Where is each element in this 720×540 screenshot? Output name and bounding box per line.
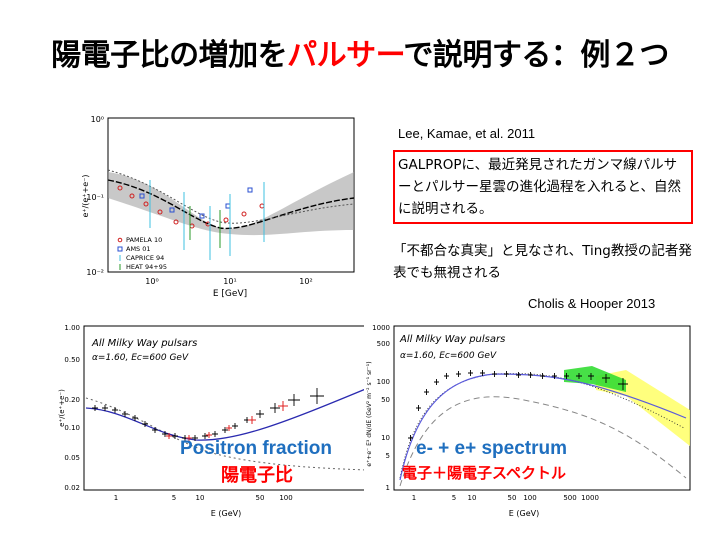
overlay-spectrum-ja: 電子＋陽電子スペクトル xyxy=(402,465,566,482)
cholis-pf-xtick-3: 10 xyxy=(196,494,205,502)
cholis-pf-plot: 1.00 0.50 0.20 0.10 0.05 0.02 1 5 10 50 … xyxy=(58,324,371,518)
spectrum-xlabel: E (GeV) xyxy=(509,509,539,518)
cholis-pf-ytick-5: 0.05 xyxy=(64,454,80,462)
spectrum-data xyxy=(408,370,628,441)
spectrum-ytick-4: 50 xyxy=(381,396,390,404)
cholis-pf-data xyxy=(92,388,324,441)
lee-ylabel: e⁺/(e⁺+e⁻) xyxy=(81,174,90,217)
title-text-1: 陽電子比の増加を xyxy=(51,38,288,73)
lee-legend-1: PAMELA 10 xyxy=(126,236,162,244)
spectrum-secondary-curve xyxy=(399,396,687,487)
cholis-pf-xtick-5: 100 xyxy=(279,494,292,502)
slide-title: 陽電子比の増加をパルサーで説明する：例２つ xyxy=(0,30,720,74)
overlay-spectrum: e- + e+ spectrum xyxy=(416,438,568,459)
cholis-pf-panel-label: All Milky Way pulsars xyxy=(91,338,197,349)
spectrum-xtick-4: 50 xyxy=(508,494,517,502)
overlay-positron-fraction-ja: 陽電子比 xyxy=(221,465,293,485)
cholis-pf-xtick-4: 50 xyxy=(256,494,265,502)
note-text: 「不都合な真実」と見なされ、Ting教授の記者発表でも無視される xyxy=(393,243,692,281)
cholis-pf-xtick-1: 1 xyxy=(114,494,118,502)
lee-xtick-1: 10⁰ xyxy=(145,277,158,286)
cholis-pf-ylabel: e⁺/(e⁺+e⁻) xyxy=(58,389,66,427)
cholis-pf-ams-data xyxy=(166,401,288,441)
cholis-spectrum-frame xyxy=(393,325,691,491)
lee-legend-2: AMS 01 xyxy=(126,245,151,253)
spectrum-xtick-5: 100 xyxy=(523,494,536,502)
callout-text: GALPROPに、最近発見されたガンマ線パルサーとパルサー星雲の進化過程を入れる… xyxy=(398,157,681,217)
spectrum-ytick-6: 5 xyxy=(386,452,390,460)
spectrum-ytick-2: 500 xyxy=(377,340,390,348)
cholis-spectrum-plot: 1000 500 100 50 10 5 1 1 5 10 50 100 500… xyxy=(366,324,691,518)
lee-legend: PAMELA 10 AMS 01 CAPRICE 94 HEAT 94+95 xyxy=(117,236,167,271)
title-accent-pulsar: パルサー xyxy=(287,38,404,73)
lee-ytick-1: 10⁰ xyxy=(91,115,104,124)
lee-xtick-2: 10¹ xyxy=(223,277,236,286)
spectrum-ytick-7: 1 xyxy=(386,484,390,492)
cholis-pf-ytick-2: 0.50 xyxy=(64,356,80,364)
lee-ytick-2: 10⁻¹ xyxy=(86,193,104,202)
title-text-2: で説明する：例２つ xyxy=(403,38,669,73)
spectrum-params: α=1.60, Ec=600 GeV xyxy=(400,351,497,361)
cholis-pf-ytick-6: 0.02 xyxy=(64,484,80,492)
reference-lee: Lee, Kamae, et al. 2011 xyxy=(398,126,536,141)
figure-positron-fraction-lee: 10⁰ 10⁻¹ 10⁻² 10⁰ 10¹ 10² E [GeV] e⁺/(e⁺… xyxy=(80,110,362,300)
callout-box: GALPROPに、最近発見されたガンマ線パルサーとパルサー星雲の進化過程を入れる… xyxy=(393,150,693,224)
cholis-pf-xlabel: E (GeV) xyxy=(211,509,241,518)
spectrum-ytick-1: 1000 xyxy=(372,324,390,332)
spectrum-ytick-3: 100 xyxy=(377,378,390,386)
reference-cholis: Cholis & Hooper 2013 xyxy=(528,296,656,311)
overlay-positron-fraction: Positron fraction xyxy=(180,438,333,459)
lee-data-points xyxy=(117,180,265,260)
cholis-pf-ytick-1: 1.00 xyxy=(64,324,80,332)
cholis-pf-secondary-curve xyxy=(85,397,369,471)
cholis-pf-xtick-2: 5 xyxy=(172,494,176,502)
lee-plot: 10⁰ 10⁻¹ 10⁻² 10⁰ 10¹ 10² E [GeV] e⁺/(e⁺… xyxy=(81,115,355,299)
spectrum-green-band xyxy=(564,366,626,392)
figure-positron-fraction-cholis: 1.00 0.50 0.20 0.10 0.05 0.02 1 5 10 50 … xyxy=(56,318,376,524)
spectrum-xtick-7: 1000 xyxy=(581,494,599,502)
figure-electron-spectrum-cholis: 1000 500 100 50 10 5 1 1 5 10 50 100 500… xyxy=(364,318,694,524)
cholis-pf-params: α=1.60, Ec=600 GeV xyxy=(92,353,189,363)
spectrum-xtick-3: 10 xyxy=(468,494,477,502)
lee-xtick-3: 10² xyxy=(299,277,312,286)
lee-uncertainty-band xyxy=(108,172,354,236)
cholis-pf-ytick-3: 0.20 xyxy=(64,396,80,404)
lee-ytick-3: 10⁻² xyxy=(86,268,104,277)
spectrum-xtick-6: 500 xyxy=(563,494,576,502)
spectrum-panel-label: All Milky Way pulsars xyxy=(399,334,505,345)
lee-legend-4: HEAT 94+95 xyxy=(126,263,167,271)
lee-xlabel: E [GeV] xyxy=(213,289,247,299)
lee-legend-3: CAPRICE 94 xyxy=(126,254,164,262)
cholis-pf-ytick-4: 0.10 xyxy=(64,424,80,432)
spectrum-dotted-curve xyxy=(399,373,685,479)
spectrum-ytick-5: 10 xyxy=(381,434,390,442)
spectrum-xtick-2: 5 xyxy=(452,494,456,502)
spectrum-xtick-1: 1 xyxy=(412,494,416,502)
spectrum-ylabel: e⁺+e⁻ E³ dN/dE (GeV² m⁻² s⁻¹ sr⁻¹) xyxy=(366,361,373,466)
